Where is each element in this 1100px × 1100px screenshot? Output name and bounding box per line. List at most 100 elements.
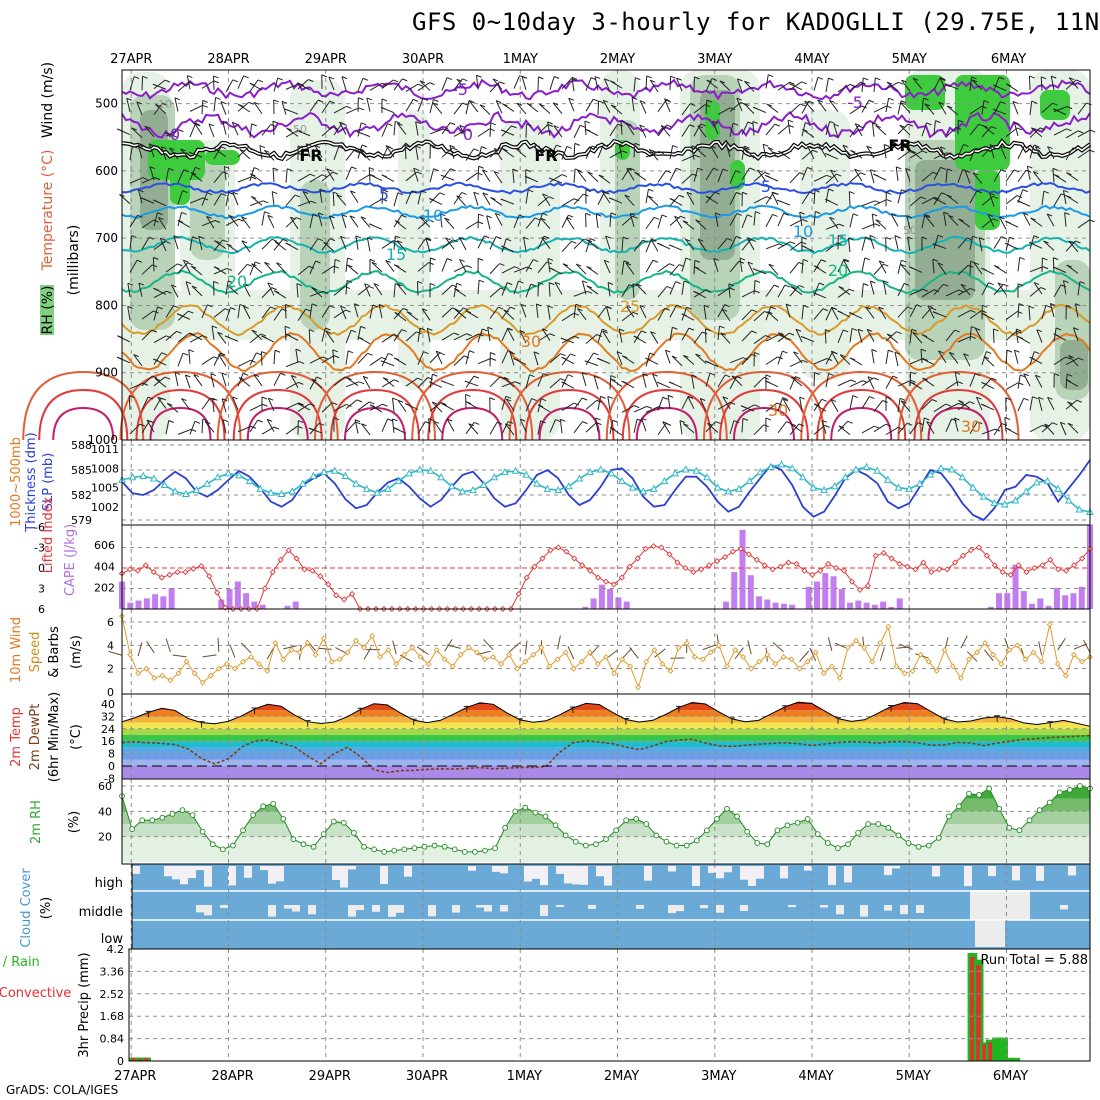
- wind-barb: [837, 329, 844, 344]
- rh-2m-point: [250, 812, 256, 818]
- wind-barb: [969, 236, 974, 251]
- wind-barb: [272, 120, 279, 124]
- wind-barb: [208, 123, 215, 138]
- wind-barb: [650, 331, 656, 335]
- lifted-index-line: [121, 545, 1091, 610]
- lifted-index-point: [595, 574, 602, 581]
- rh-2m-point: [512, 808, 519, 815]
- wind-barb: [133, 354, 139, 358]
- wind-barb: [329, 305, 335, 309]
- rh-2m-point: [542, 813, 549, 820]
- wind-barb: [174, 372, 179, 387]
- wind-barb: [142, 75, 148, 79]
- wind-barb: [395, 120, 401, 124]
- slp-point: [330, 466, 339, 474]
- wind-barb: [1035, 374, 1041, 378]
- temperature-contour-label: 25: [620, 297, 640, 316]
- wind-barb: [752, 268, 759, 272]
- wind-barb: [174, 371, 181, 375]
- wind-barb: [221, 372, 228, 376]
- wind-barb: [581, 372, 587, 387]
- wind-barb: [198, 236, 203, 251]
- wind-barb: [989, 192, 995, 196]
- wind-barb: [969, 326, 972, 341]
- wind-10m-barb: [202, 654, 217, 658]
- wind-barb: [624, 194, 630, 198]
- cloud-high-gap: [964, 866, 972, 887]
- wind-barb: [645, 217, 655, 230]
- wind-barb: [883, 144, 887, 159]
- wind-barb: [657, 214, 663, 229]
- temperature-contour-hot: [52, 406, 115, 441]
- cape-bar: [1078, 586, 1085, 609]
- lifted-index-tick-label: 0: [38, 562, 45, 575]
- wind-barb: [639, 100, 646, 104]
- wind-barb: [870, 280, 876, 284]
- wind-speed-point: [732, 647, 739, 653]
- wind-barb: [297, 173, 311, 182]
- wind-tick-label: 0: [107, 686, 114, 699]
- wind-barb: [489, 122, 492, 137]
- wind-barb: [813, 211, 816, 226]
- cloud-high-gap: [268, 866, 276, 884]
- wind-speed-point: [288, 647, 295, 653]
- wind-barb: [241, 216, 251, 229]
- wind-barb: [354, 419, 359, 434]
- wind-barb: [369, 401, 375, 405]
- slp-tick-label: 1002: [91, 501, 119, 514]
- slp-point: [160, 480, 169, 488]
- wind-barb: [154, 177, 161, 181]
- wind-barb: [459, 258, 465, 262]
- lifted-index-point: [134, 567, 141, 574]
- wind-barb: [202, 104, 208, 108]
- wind-barb: [573, 402, 580, 406]
- wind-barb: [649, 352, 656, 356]
- wind-barb: [861, 257, 866, 272]
- wind-barb: [831, 350, 837, 354]
- wind-barb: [633, 419, 638, 433]
- wind-barb: [874, 223, 881, 227]
- wind-barb: [271, 191, 275, 206]
- wind-barb: [249, 419, 259, 433]
- slp-point: [905, 484, 914, 492]
- wind-barb: [693, 331, 703, 344]
- lifted-index-point: [896, 560, 903, 567]
- wind-barb: [562, 263, 575, 273]
- wind-barb: [239, 149, 251, 160]
- wind-speed-point: [183, 658, 190, 665]
- wind-barb: [1065, 147, 1074, 161]
- wind-barb: [171, 284, 177, 288]
- wind-barb: [446, 77, 453, 81]
- wind-barb: [577, 170, 587, 182]
- wind-barb: [159, 237, 166, 241]
- wind-barb: [943, 211, 949, 215]
- wind-barb: [1029, 144, 1035, 159]
- cape-bar: [731, 572, 738, 609]
- wind-barb: [922, 377, 935, 387]
- wind-barb: [907, 236, 911, 251]
- wind-barb: [1005, 427, 1011, 431]
- wind-barb: [725, 143, 731, 158]
- wind-speed-point: [796, 665, 803, 672]
- wind-barb: [1016, 200, 1023, 204]
- wind-barb: [345, 280, 348, 295]
- wind-barb: [790, 286, 803, 296]
- wind-barb: [177, 169, 185, 183]
- cloud-high-gap: [540, 866, 548, 886]
- wind-barb: [155, 104, 167, 115]
- date-label-bottom: 4MAY: [798, 1069, 833, 1084]
- wind-barb: [813, 403, 820, 407]
- wind-barb: [584, 360, 591, 364]
- wind-barb: [871, 213, 875, 228]
- wind-barb: [576, 263, 582, 267]
- wind-barb: [333, 417, 340, 421]
- wind-barb: [982, 125, 995, 135]
- slp-point: [213, 473, 222, 481]
- lifted-index-point: [801, 567, 808, 574]
- wind-barb: [657, 170, 667, 183]
- wind-speed-point: [490, 654, 497, 660]
- wind-barb: [924, 215, 935, 227]
- wind-barb: [789, 81, 802, 91]
- wind-barb: [188, 310, 194, 314]
- wind-barb: [842, 145, 851, 158]
